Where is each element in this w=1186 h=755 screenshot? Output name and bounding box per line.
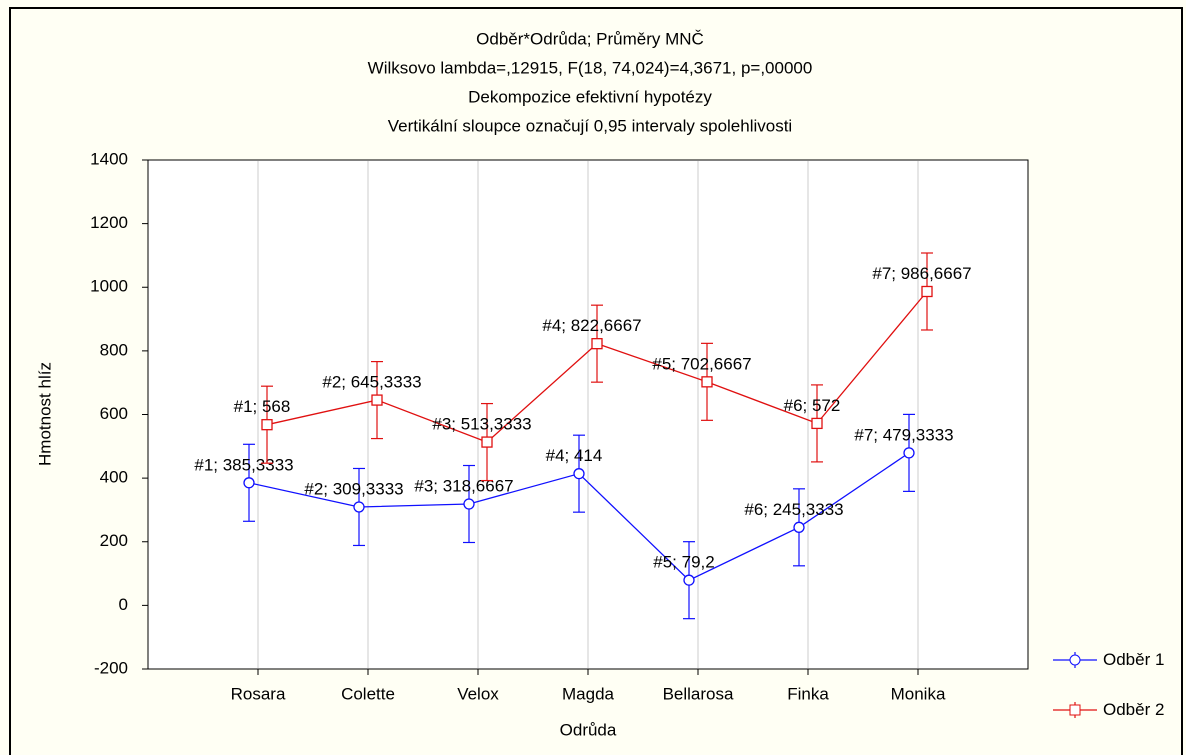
marker (793, 521, 805, 533)
marker (261, 419, 273, 431)
marker (481, 436, 493, 448)
data-label: #7; 986,6667 (872, 264, 971, 283)
marker (903, 447, 915, 459)
y-tick-label: 1400 (90, 149, 128, 168)
marker (463, 498, 475, 510)
data-label: #4; 414 (546, 446, 603, 465)
legend-label: Odběr 1 (1103, 650, 1165, 669)
x-tick-label: Magda (562, 684, 615, 703)
marker (353, 501, 365, 513)
y-tick-label: 800 (100, 340, 128, 359)
data-label: #7; 479,3333 (854, 425, 953, 444)
data-label: #6; 245,3333 (744, 500, 843, 519)
data-label: #1; 385,3333 (194, 455, 293, 474)
x-tick-label: Velox (457, 684, 499, 703)
legend-label: Odběr 2 (1103, 700, 1165, 719)
x-tick-label: Finka (787, 684, 829, 703)
data-label: #5; 702,6667 (652, 354, 751, 373)
marker (243, 477, 255, 489)
marker (701, 376, 713, 388)
data-label: #6; 572 (784, 396, 841, 415)
data-label: #2; 645,3333 (322, 373, 421, 392)
chart-title: Odběr*Odrůda; Průměry MNČ (476, 29, 704, 48)
x-tick-label: Colette (341, 684, 395, 703)
data-label: #4; 822,6667 (542, 316, 641, 335)
chart-subtitle: Dekompozice efektivní hypotézy (468, 87, 712, 106)
data-label: #2; 309,3333 (304, 479, 403, 498)
y-tick-label: 600 (100, 404, 128, 423)
legend-marker (1069, 654, 1081, 666)
y-tick-label: 1200 (90, 213, 128, 232)
marker (591, 338, 603, 350)
data-label: #3; 513,3333 (432, 415, 531, 434)
data-label: #5; 79,2 (653, 553, 714, 572)
chart-subtitle: Wilksovo lambda=,12915, F(18, 74,024)=4,… (368, 58, 813, 77)
y-tick-label: -200 (94, 658, 128, 677)
y-axis-label: Hmotnost hlíz (35, 362, 54, 466)
y-tick-label: 200 (100, 531, 128, 550)
data-label: #3; 318,6667 (414, 476, 513, 495)
marker (811, 417, 823, 430)
y-tick-label: 0 (119, 595, 128, 614)
x-tick-label: Bellarosa (663, 684, 734, 703)
y-tick-label: 400 (100, 468, 128, 487)
x-axis-label: Odrůda (560, 720, 617, 739)
x-tick-label: Monika (891, 684, 946, 703)
y-tick-label: 1000 (90, 277, 128, 296)
x-tick-label: Rosara (231, 684, 286, 703)
marker (921, 285, 933, 298)
legend-marker (1069, 704, 1081, 716)
marker (371, 394, 383, 406)
chart-subtitle: Vertikální sloupce označují 0,95 interva… (388, 116, 792, 135)
data-label: #1; 568 (234, 397, 291, 416)
frame (9, 7, 1183, 755)
marker (573, 468, 585, 480)
marker (683, 574, 695, 586)
